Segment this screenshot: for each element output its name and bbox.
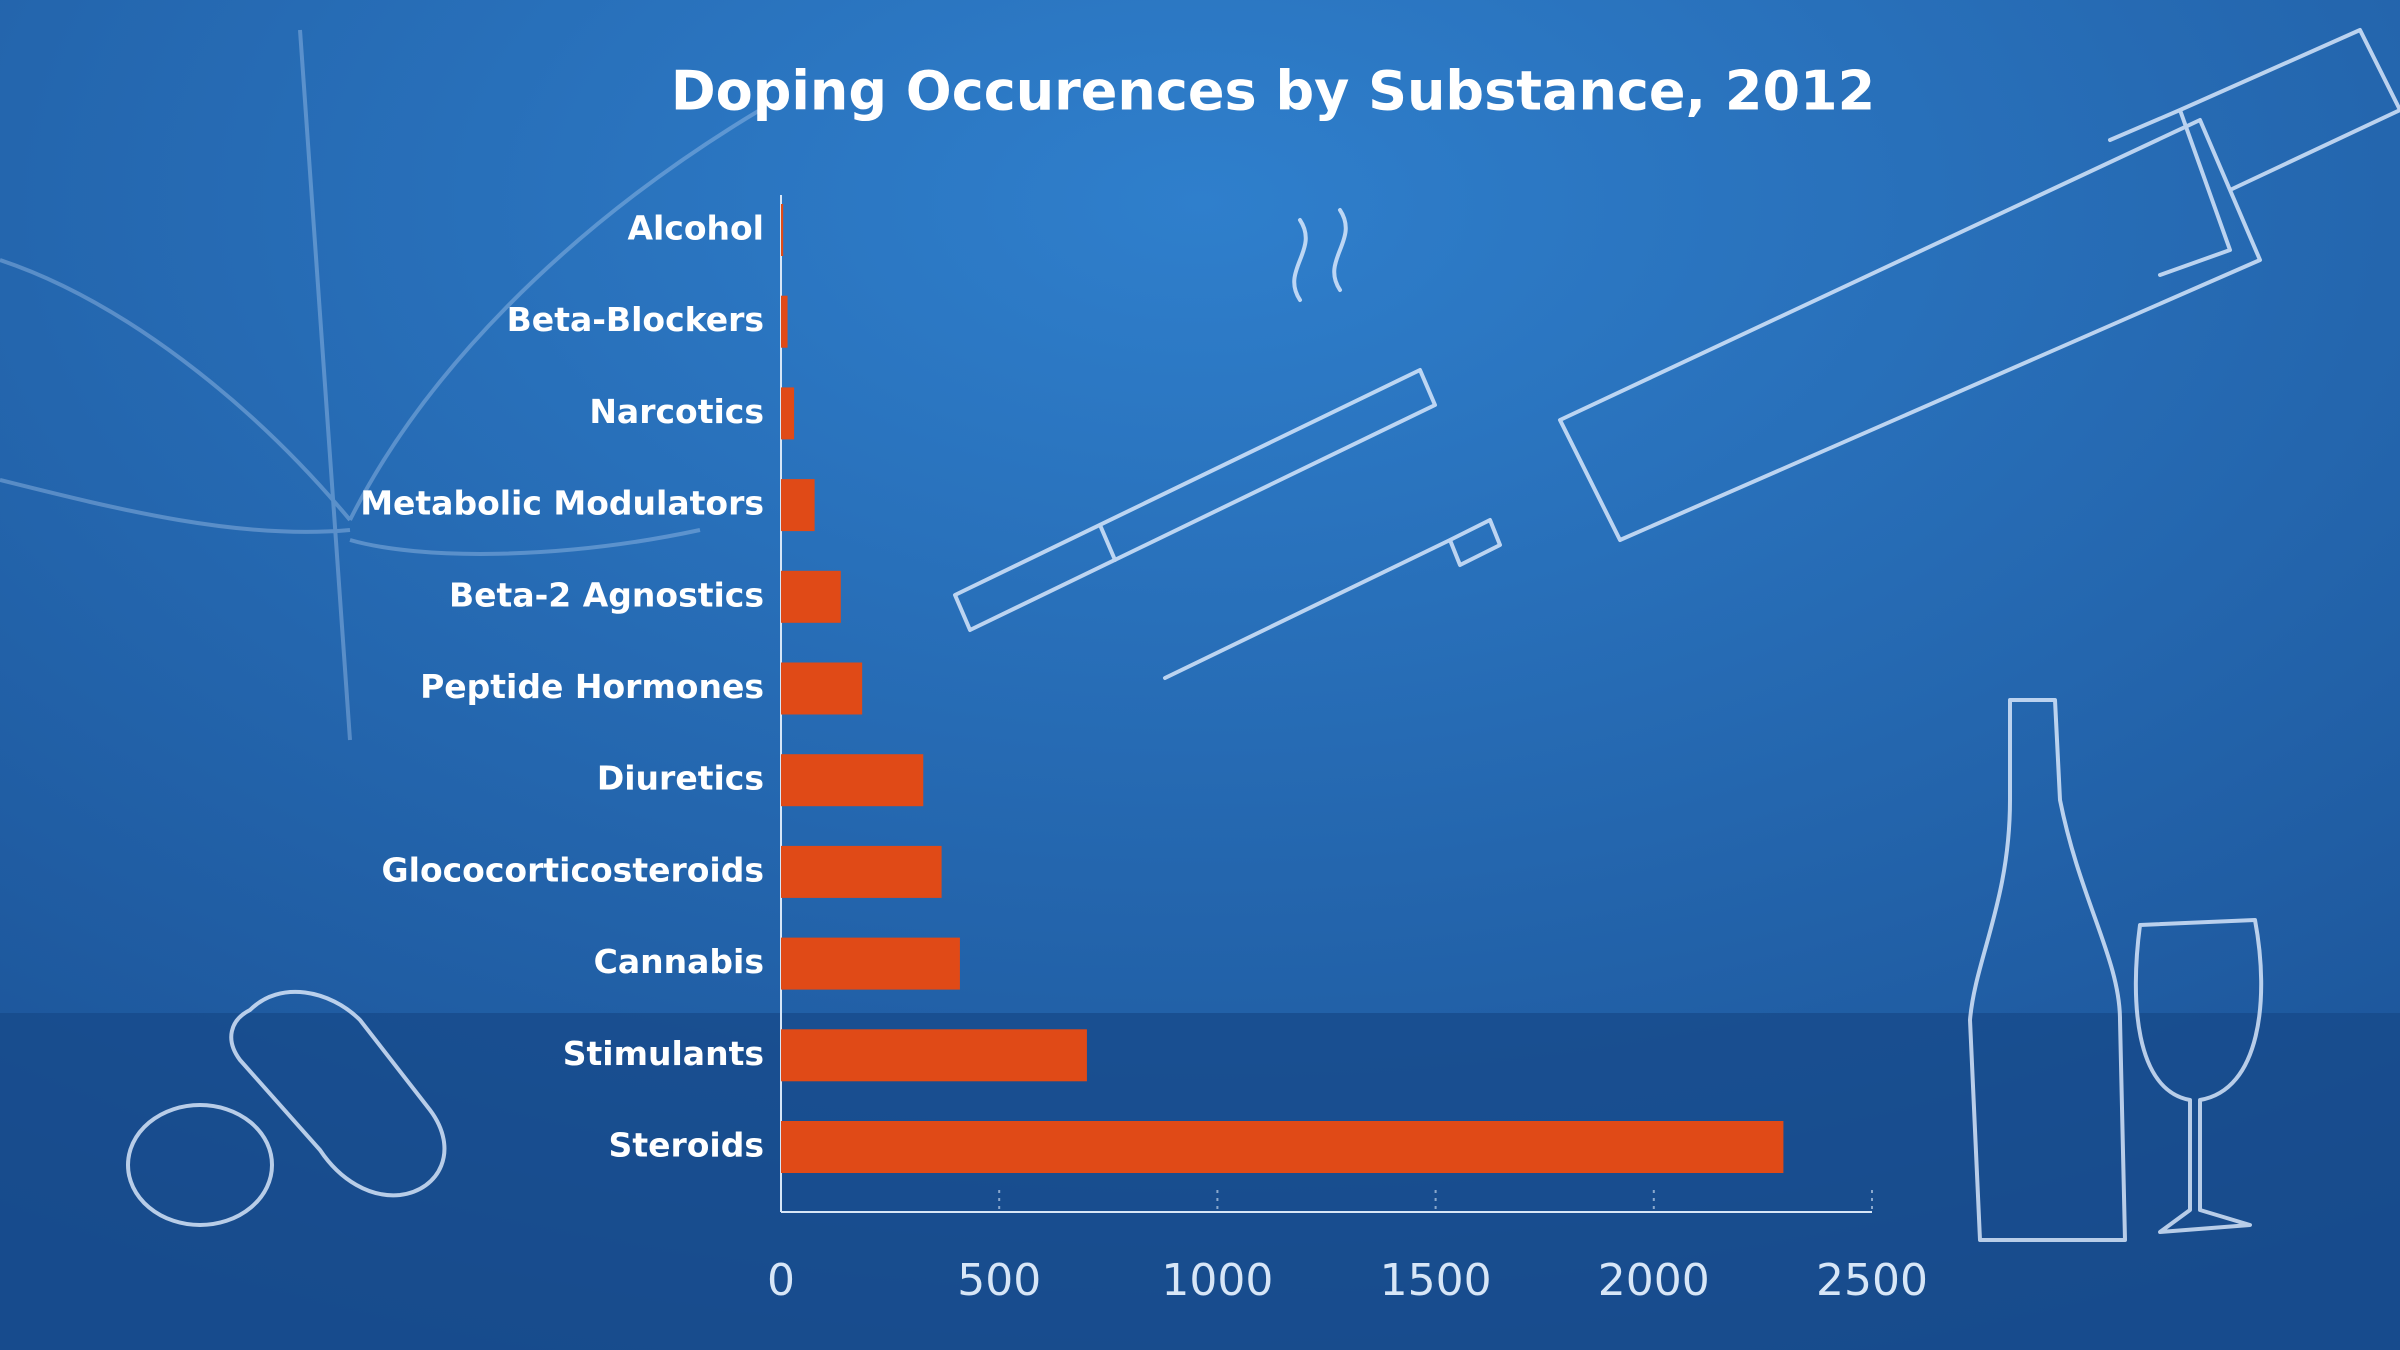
- x-tick-label: 1000: [1161, 1255, 1273, 1306]
- leaf-sketch: [0, 29, 762, 741]
- syringe-sketch: [1163, 28, 2400, 680]
- bar: [781, 754, 924, 807]
- cigarette-sketch: [953, 208, 1437, 632]
- y-tick-label: Cannabis: [594, 942, 764, 981]
- bar: [781, 1121, 1784, 1173]
- bar: [781, 204, 784, 256]
- x-tick-label: 0: [767, 1255, 795, 1306]
- bar: [781, 479, 815, 532]
- y-tick-label: Peptide Hormones: [420, 667, 764, 706]
- y-tick-label: Beta-Blockers: [507, 300, 764, 339]
- x-tick-label: 2000: [1598, 1255, 1710, 1306]
- bar: [781, 570, 841, 623]
- bar: [781, 295, 788, 348]
- x-tick-label: 500: [957, 1255, 1041, 1306]
- pills-sketch: [126, 989, 447, 1227]
- y-tick-label: Metabolic Modulators: [360, 484, 764, 523]
- y-tick-label: Alcohol: [627, 209, 764, 248]
- bar: [781, 845, 942, 898]
- bottle-sketch: [1968, 698, 2264, 1242]
- y-tick-label: Diuretics: [597, 759, 764, 798]
- x-tick-label: 1500: [1380, 1255, 1492, 1306]
- y-tick-label: Beta-2 Agnostics: [449, 575, 764, 614]
- y-tick-label: Narcotics: [589, 392, 764, 431]
- bar: [781, 662, 863, 715]
- y-tick-label: Steroids: [609, 1126, 764, 1165]
- bar: [781, 1029, 1087, 1082]
- y-tick-label: Glococorticosteroids: [382, 850, 764, 889]
- bar: [781, 937, 960, 990]
- y-tick-label: Stimulants: [563, 1034, 764, 1073]
- chart-title: Doping Occurences by Substance, 2012: [671, 60, 1875, 123]
- bar: [781, 387, 795, 440]
- x-tick-label: 2500: [1816, 1255, 1928, 1306]
